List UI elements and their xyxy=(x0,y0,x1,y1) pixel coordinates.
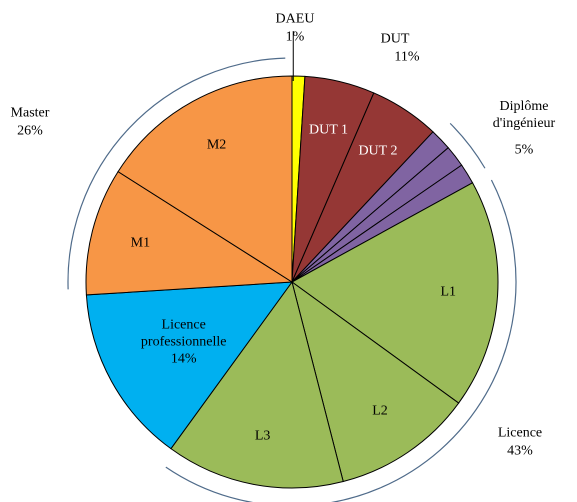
slice-label: L2 xyxy=(372,403,388,419)
slice-label: DUT 2 xyxy=(358,143,398,159)
slice-label: M2 xyxy=(206,137,227,153)
slice-label: L3 xyxy=(254,428,271,444)
slice-label: M1 xyxy=(130,235,151,251)
group-name: Master xyxy=(10,105,50,121)
group-bracket xyxy=(449,122,486,169)
slice-label: DUT 1 xyxy=(309,122,349,138)
group-value-label: 26% xyxy=(17,123,43,139)
group-name: Licence xyxy=(497,425,543,441)
pie-slice xyxy=(291,182,499,404)
group-value-label: 5% xyxy=(514,142,534,158)
pie-slice xyxy=(117,75,293,283)
group-value-label: 43% xyxy=(507,443,533,459)
group-value-label: 14% xyxy=(170,351,197,367)
pie-slice xyxy=(85,281,294,450)
group-name: Diplôme d'ingénieur xyxy=(492,99,556,131)
pie-slice xyxy=(291,280,460,483)
group-bracket xyxy=(67,57,286,290)
group-label: Licence professionnelle 14% xyxy=(129,316,239,367)
slice-label: L1 xyxy=(440,284,457,300)
group-value-label: 1% xyxy=(285,29,305,45)
pie-slice xyxy=(85,170,294,296)
group-name: DAEU xyxy=(275,11,315,27)
group-name: Licence professionnelle xyxy=(140,317,227,350)
group-name: DUT xyxy=(380,31,410,47)
group-value-label: 11% xyxy=(394,49,420,65)
pie-slice xyxy=(170,280,344,489)
